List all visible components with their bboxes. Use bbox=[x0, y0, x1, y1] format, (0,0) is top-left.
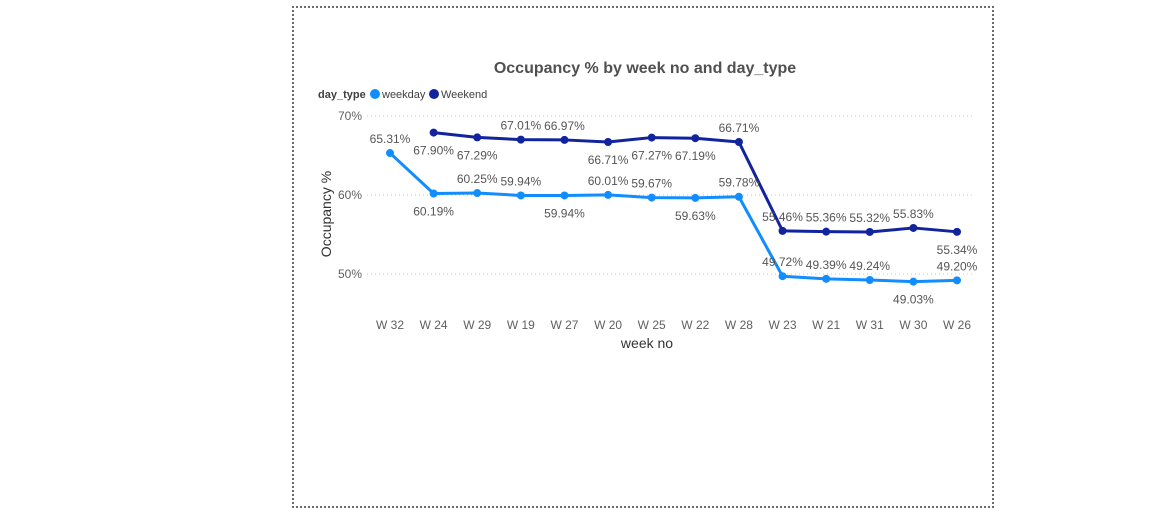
legend-title: day_type bbox=[318, 89, 366, 101]
data-label-weekday: 60.19% bbox=[413, 204, 454, 218]
data-point-weekday[interactable] bbox=[734, 192, 743, 201]
data-label-weekend: 55.32% bbox=[849, 211, 890, 225]
data-point-weekday[interactable] bbox=[778, 272, 787, 281]
x-axis-ticks: W 32 W 24 W 29 W 19 W 27 W 20 W 25 W 22 W 28 W 23… bbox=[376, 318, 971, 332]
legend-label-weekend: Weekend bbox=[441, 89, 487, 101]
legend-item-weekday[interactable]: weekday bbox=[370, 89, 426, 101]
x-tick-label: W 23 bbox=[769, 318, 797, 332]
data-label-weekday: 49.72% bbox=[762, 255, 803, 269]
legend-marker-weekday bbox=[370, 89, 380, 99]
x-tick-label: W 21 bbox=[812, 318, 840, 332]
data-label-weekend: 55.34% bbox=[937, 243, 978, 257]
data-label-weekday: 59.78% bbox=[719, 176, 760, 190]
data-label-weekday: 60.25% bbox=[457, 172, 498, 186]
data-label-weekday: 65.31% bbox=[370, 132, 411, 146]
x-tick-label: W 31 bbox=[856, 318, 884, 332]
data-point-weekend[interactable] bbox=[604, 137, 613, 146]
data-label-weekend: 67.01% bbox=[500, 119, 541, 133]
data-point-weekday[interactable] bbox=[429, 189, 438, 198]
legend-marker-weekend bbox=[429, 89, 439, 99]
data-label-weekend: 67.29% bbox=[457, 148, 498, 162]
data-point-weekday[interactable] bbox=[865, 276, 874, 285]
x-tick-label: W 22 bbox=[681, 318, 709, 332]
gridlines bbox=[367, 115, 975, 275]
data-point-weekday[interactable] bbox=[516, 191, 525, 200]
data-point-weekday[interactable] bbox=[647, 193, 656, 202]
x-tick-label: W 27 bbox=[550, 318, 578, 332]
data-label-weekday: 60.01% bbox=[588, 174, 629, 188]
data-label-weekend: 55.36% bbox=[806, 211, 847, 225]
data-label-weekday: 59.63% bbox=[675, 209, 716, 223]
data-label-weekend: 55.46% bbox=[762, 210, 803, 224]
data-point-weekend[interactable] bbox=[822, 227, 831, 236]
data-label-weekend: 67.90% bbox=[413, 144, 454, 158]
data-point-weekday[interactable] bbox=[386, 149, 394, 158]
data-label-weekend: 66.71% bbox=[719, 121, 760, 135]
x-tick-label: W 32 bbox=[376, 318, 404, 332]
x-tick-label: W 19 bbox=[507, 318, 535, 332]
data-point-weekend[interactable] bbox=[778, 226, 787, 235]
data-label-weekday: 59.94% bbox=[500, 174, 541, 188]
y-axis-title: Occupancy % bbox=[318, 171, 334, 257]
y-tick-label: 70% bbox=[338, 109, 362, 123]
x-tick-label: W 24 bbox=[420, 318, 448, 332]
data-label-weekday: 49.39% bbox=[806, 258, 847, 272]
data-point-weekend[interactable] bbox=[647, 133, 656, 142]
data-label-weekend: 66.71% bbox=[588, 153, 629, 167]
data-point-weekend[interactable] bbox=[953, 227, 961, 236]
series-line-weekday bbox=[388, 151, 958, 284]
chart-visual-frame[interactable] bbox=[292, 6, 994, 508]
data-point-weekend[interactable] bbox=[516, 135, 525, 144]
legend-label-weekday: weekday bbox=[381, 89, 426, 101]
data-point-weekend[interactable] bbox=[865, 227, 874, 236]
x-tick-label: W 25 bbox=[638, 318, 666, 332]
chart-title: Occupancy % by week no and day_type bbox=[494, 60, 796, 77]
data-point-weekend[interactable] bbox=[560, 135, 569, 144]
data-labels: 65.31%60.19%60.25% 59.94%59.94%60.01% 59.6… bbox=[370, 119, 978, 307]
data-point-weekday[interactable] bbox=[473, 189, 482, 198]
series-layer bbox=[386, 128, 961, 286]
x-tick-label: W 20 bbox=[594, 318, 622, 332]
x-tick-label: W 30 bbox=[899, 318, 927, 332]
data-label-weekday: 59.94% bbox=[544, 206, 585, 220]
x-axis-title: week no bbox=[620, 335, 673, 351]
data-label-weekday: 49.20% bbox=[937, 259, 978, 273]
legend[interactable]: day_type weekday Weekend bbox=[318, 89, 487, 101]
data-label-weekday: 49.24% bbox=[849, 259, 890, 273]
x-tick-label: W 28 bbox=[725, 318, 753, 332]
data-point-weekend[interactable] bbox=[691, 134, 700, 143]
x-tick-label: W 29 bbox=[463, 318, 491, 332]
data-point-weekday[interactable] bbox=[953, 276, 961, 285]
data-point-weekend[interactable] bbox=[734, 137, 743, 146]
data-label-weekday: 49.03% bbox=[893, 293, 934, 307]
data-label-weekday: 59.67% bbox=[631, 177, 672, 191]
data-point-weekday[interactable] bbox=[560, 191, 569, 200]
data-point-weekend[interactable] bbox=[473, 133, 482, 142]
data-label-weekend: 67.27% bbox=[631, 149, 672, 163]
data-label-weekend: 67.19% bbox=[675, 149, 716, 163]
x-tick-label: W 26 bbox=[943, 318, 971, 332]
y-axis-ticks: 50% 60% 70% bbox=[338, 109, 362, 281]
data-label-weekend: 55.83% bbox=[893, 207, 934, 221]
y-tick-label: 60% bbox=[338, 188, 362, 202]
data-point-weekend[interactable] bbox=[429, 128, 438, 137]
data-point-weekend[interactable] bbox=[909, 223, 918, 232]
y-tick-label: 50% bbox=[338, 267, 362, 281]
data-point-weekday[interactable] bbox=[691, 193, 700, 202]
data-label-weekend: 66.97% bbox=[544, 119, 585, 133]
legend-item-weekend[interactable]: Weekend bbox=[429, 89, 487, 101]
data-point-weekday[interactable] bbox=[909, 277, 918, 286]
data-point-weekday[interactable] bbox=[604, 190, 613, 199]
data-point-weekday[interactable] bbox=[822, 274, 831, 283]
